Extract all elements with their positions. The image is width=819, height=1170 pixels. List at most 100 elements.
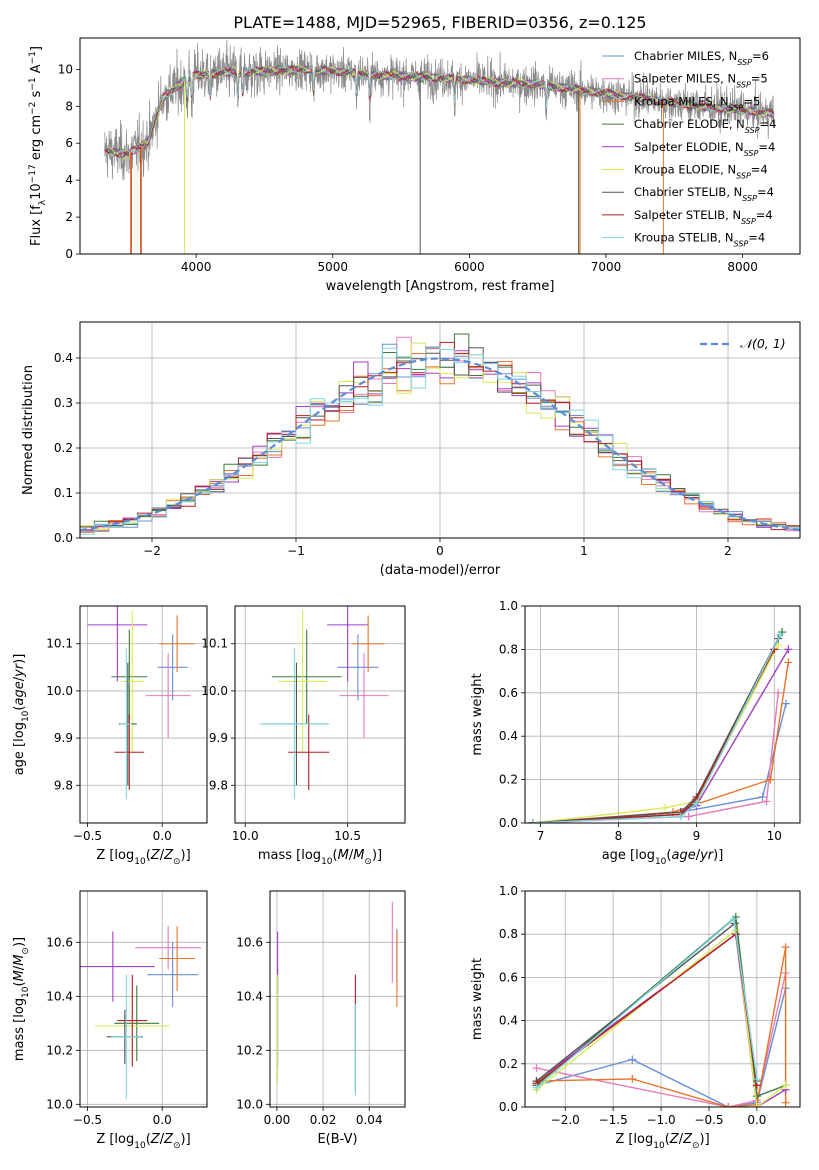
y-tick-label: 6 <box>65 136 73 150</box>
age-vs-mass-panel: 10.0 10.5 9.8 9.9 10.0 10.1 mass [log10(M/M⊙)] <box>201 605 406 867</box>
y-tick-label: 10 <box>58 62 73 76</box>
y-tick-label: 9.9 <box>54 731 73 745</box>
y-tick-label: 10.6 <box>46 935 73 949</box>
x-axis-label: (data-model)/error <box>380 563 501 578</box>
plot-area <box>80 333 800 538</box>
x-tick-label: −2 <box>143 544 161 558</box>
grid <box>80 606 207 823</box>
x-tick-label: 0.02 <box>310 1113 337 1127</box>
y-tick-label: 0.2 <box>54 441 73 455</box>
legend-label-kroupa-elodie: Kroupa ELODIE, NSSP=4 <box>634 163 768 181</box>
weight-series-kroupa-elodie <box>528 641 783 823</box>
y-tick-label: 9.9 <box>209 731 228 745</box>
errorbar-kroupa-miles <box>159 926 196 991</box>
weight-series-kroupa-stelib <box>532 915 761 1092</box>
weight-marker <box>532 1083 541 1092</box>
errorbar-kroupa-elodie <box>278 610 328 753</box>
weight-marker <box>752 1103 761 1107</box>
x-tick-label: 2 <box>724 544 732 558</box>
y-tick-label: 10.0 <box>236 1097 263 1111</box>
errorbar-kroupa-miles <box>159 615 196 673</box>
x-tick-label: 7 <box>537 829 545 843</box>
y-tick-label: 0.4 <box>54 351 73 365</box>
errorbar-salpeter-elodie <box>80 931 155 1002</box>
legend-label-salpeter-elodie: Salpeter ELODIE, NSSP=4 <box>634 140 775 158</box>
errorbar-salpeter-miles <box>135 926 202 970</box>
y-tick-label: 10.2 <box>46 1043 73 1057</box>
x-tick-label: 1 <box>580 544 588 558</box>
weight-marker <box>528 819 537 823</box>
y-tick-label: 9.8 <box>209 778 228 792</box>
x-tick-label: 10.5 <box>334 829 361 843</box>
y-tick-label: 0.3 <box>54 396 73 410</box>
legend: 𝒩(0, 1) <box>700 336 786 351</box>
weight-marker <box>532 1064 541 1073</box>
x-axis-label: age [log10(age/yr)] <box>602 848 724 867</box>
x-tick-label: −1.0 <box>646 1113 675 1127</box>
errorbar-salpeter-elodie <box>87 606 148 682</box>
x-axis-label: Z [log10(Z/Z⊙)] <box>96 848 190 867</box>
legend-label-kroupa-stelib: Kroupa STELIB, NSSP=4 <box>634 231 765 249</box>
errorbar-chabrier-miles <box>147 942 199 1008</box>
errorbar-chabrier-miles <box>337 634 379 701</box>
figure-title: PLATE=1488, MJD=52965, FIBERID=0356, z=0… <box>233 13 646 32</box>
grid <box>80 891 207 1107</box>
age-vs-metallicity-panel: −0.5 0.0 9.8 9.9 10.0 10.1 Z [log10(Z/Z⊙)] age … <box>12 605 208 867</box>
y-axis-label: Flux [fλ10−17 erg cm−2 s−1 A−1] <box>28 46 48 246</box>
errorbar-kroupa-stelib <box>120 648 133 800</box>
y-tick-label: 1.0 <box>499 599 518 613</box>
x-tick-label: 10 <box>767 829 782 843</box>
x-axis-label: Z [log10(Z/Z⊙)] <box>615 1132 709 1151</box>
y-tick-label: 0.8 <box>499 642 518 656</box>
weight-marker <box>776 630 785 639</box>
plot-area <box>87 606 196 800</box>
x-tick-label: 7000 <box>591 260 622 274</box>
errorbar-salpeter-miles <box>145 653 191 739</box>
grid <box>235 606 405 823</box>
x-tick-label: 0.0 <box>747 1113 766 1127</box>
legend: Chabrier MILES, NSSP=6 Salpeter MILES, NS… <box>602 49 776 248</box>
model-line-salpeter-stelib <box>104 65 774 157</box>
y-tick-label: 10.0 <box>46 1097 73 1111</box>
x-tick-label: 0 <box>436 544 444 558</box>
y-axis-label: Normed distribution <box>21 365 36 495</box>
weight-line <box>536 972 787 1107</box>
y-tick-label: 10.0 <box>201 684 228 698</box>
gaussian-curve <box>80 357 800 532</box>
x-axis-label: E(B-V) <box>317 1132 357 1147</box>
y-tick-label: 4 <box>65 173 73 187</box>
axes-frame <box>524 605 801 824</box>
y-tick-label: 0.1 <box>54 486 73 500</box>
x-tick-label: −2.0 <box>551 1113 580 1127</box>
x-tick-label: −0.5 <box>73 1113 102 1127</box>
plot-area <box>528 628 793 823</box>
legend-label-chabrier-miles: Chabrier MILES, NSSP=6 <box>634 49 769 67</box>
y-tick-label: 0.0 <box>499 816 518 830</box>
errorbar-kroupa-elodie <box>120 610 145 753</box>
y-tick-label: 10.4 <box>236 989 263 1003</box>
mass-weight-vs-age-panel: 7 8 9 10 0.0 0.2 0.4 0.6 0.8 1.0 age [log10(age/yr… <box>470 599 801 867</box>
axes-frame <box>79 37 801 255</box>
weight-series-chabrier-stelib <box>528 634 783 823</box>
errorbar-chabrier-elodie <box>114 985 160 1062</box>
y-tick-label: 10.2 <box>236 1043 263 1057</box>
legend-label-salpeter-stelib: Salpeter STELIB, NSSP=4 <box>634 208 773 226</box>
weight-line <box>536 947 787 1107</box>
weight-series-kroupa-miles <box>528 658 793 823</box>
x-tick-label: 4000 <box>181 260 212 274</box>
weight-line <box>536 988 787 1107</box>
mass-vs-reddening-panel: 0.00 0.02 0.04 10.0 10.2 10.4 10.6 E(B-V) <box>236 890 406 1147</box>
x-axis-label: wavelength [Angstrom, rest frame] <box>326 279 555 294</box>
x-tick-label: 0.00 <box>264 1113 291 1127</box>
legend-label-chabrier-elodie: Chabrier ELODIE, NSSP=4 <box>634 117 776 135</box>
weight-line <box>532 631 783 823</box>
y-tick-label: 0.2 <box>499 1057 518 1071</box>
y-tick-label: 0.4 <box>499 1014 518 1028</box>
mass-weight-vs-metallicity-panel: −2.0 −1.5 −1.0 −0.5 0.0 0.0 0.2 0.4 0.6 0.8 1.0 Z [… <box>470 884 801 1151</box>
model-line-kroupa-stelib <box>104 64 774 157</box>
spectrum-panel: 4000 5000 6000 7000 8000 0 2 4 6 8 10 wavelength [A… <box>28 37 801 294</box>
x-tick-label: −0.5 <box>73 829 102 843</box>
weight-marker <box>752 1092 761 1101</box>
x-tick-label: 9 <box>693 829 701 843</box>
weight-marker <box>724 1103 733 1107</box>
